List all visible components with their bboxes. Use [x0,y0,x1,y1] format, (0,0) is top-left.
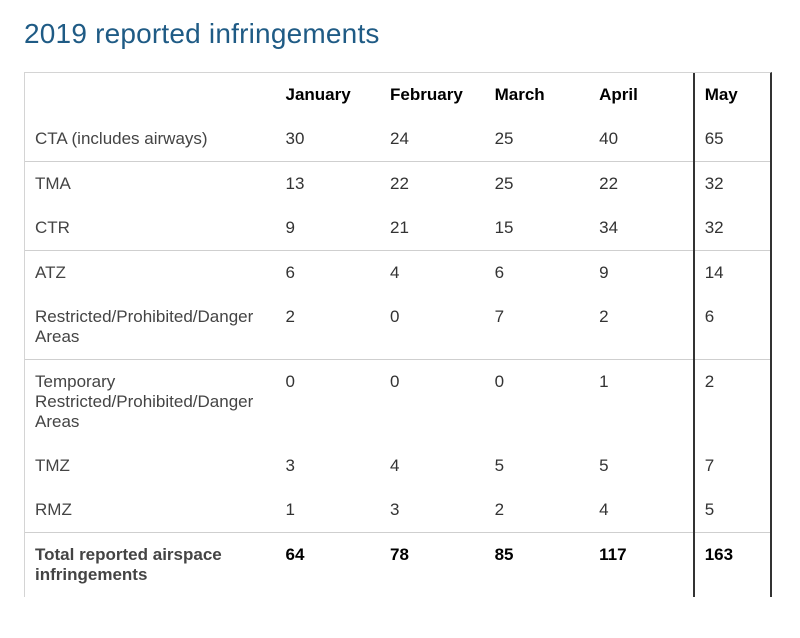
row-label: RMZ [25,488,276,533]
col-april: April [589,73,694,117]
cell: 22 [380,162,485,207]
total-cell: 85 [485,533,590,598]
cell: 2 [589,295,694,360]
cell: 2 [485,488,590,533]
row-label: ATZ [25,251,276,296]
cell: 15 [485,206,590,251]
cell: 5 [694,488,770,533]
col-march: March [485,73,590,117]
cell: 13 [276,162,381,207]
cell: 24 [380,117,485,162]
total-cell: 163 [694,533,770,598]
total-cell: 64 [276,533,381,598]
table-row: CTR 9 21 15 34 32 [25,206,770,251]
total-label: Total reported airspace infringements [25,533,276,598]
cell: 21 [380,206,485,251]
page-title: 2019 reported infringements [24,18,772,50]
table-row: CTA (includes airways) 30 24 25 40 65 [25,117,770,162]
table-row: TMZ 3 4 5 5 7 [25,444,770,488]
cell: 3 [276,444,381,488]
cell: 7 [694,444,770,488]
cell: 5 [485,444,590,488]
cell: 32 [694,162,770,207]
cell: 34 [589,206,694,251]
cell: 32 [694,206,770,251]
row-label: Temporary Restricted/Prohibited/Danger A… [25,360,276,445]
cell: 0 [276,360,381,445]
cell: 4 [380,444,485,488]
cell: 22 [589,162,694,207]
cell: 25 [485,117,590,162]
row-label: Restricted/Prohibited/Danger Areas [25,295,276,360]
cell: 2 [694,360,770,445]
cell: 25 [485,162,590,207]
table-row: RMZ 1 3 2 4 5 [25,488,770,533]
total-cell: 117 [589,533,694,598]
cell: 9 [589,251,694,296]
table-row: Restricted/Prohibited/Danger Areas 2 0 7… [25,295,770,360]
cell: 9 [276,206,381,251]
cell: 65 [694,117,770,162]
cell: 7 [485,295,590,360]
cell: 1 [589,360,694,445]
cell: 4 [380,251,485,296]
row-label: CTR [25,206,276,251]
cell: 0 [380,295,485,360]
col-february: February [380,73,485,117]
cell: 5 [589,444,694,488]
col-may: May [694,73,770,117]
cell: 40 [589,117,694,162]
cell: 2 [276,295,381,360]
total-row: Total reported airspace infringements 64… [25,533,770,598]
infringements-table: January February March April May CTA (in… [25,73,770,597]
row-label: CTA (includes airways) [25,117,276,162]
infringements-table-container: January February March April May CTA (in… [24,72,772,597]
cell: 30 [276,117,381,162]
col-blank [25,73,276,117]
cell: 3 [380,488,485,533]
cell: 1 [276,488,381,533]
col-january: January [276,73,381,117]
cell: 4 [589,488,694,533]
row-label: TMA [25,162,276,207]
table-header-row: January February March April May [25,73,770,117]
table-row: Temporary Restricted/Prohibited/Danger A… [25,360,770,445]
cell: 6 [694,295,770,360]
cell: 0 [380,360,485,445]
total-cell: 78 [380,533,485,598]
table-row: TMA 13 22 25 22 32 [25,162,770,207]
row-label: TMZ [25,444,276,488]
cell: 6 [485,251,590,296]
cell: 0 [485,360,590,445]
cell: 6 [276,251,381,296]
table-row: ATZ 6 4 6 9 14 [25,251,770,296]
cell: 14 [694,251,770,296]
